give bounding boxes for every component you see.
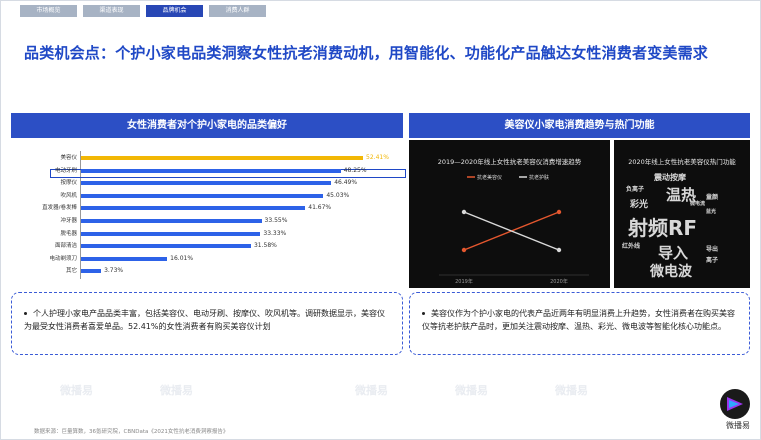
series-point [556,247,562,253]
cloud-word: 负离子 [626,186,645,193]
cloud-word: 微电流 [690,201,706,207]
line-chart-title: 2019—2020年线上女性抗老美容仪消费增速趋势 [437,158,582,166]
left-panel-title: 女性消费者对个护小家电的品类偏好 [11,113,403,138]
bar [81,206,306,211]
cloud-word: 导入 [658,244,689,262]
cloud-word: 童颜 [706,194,719,201]
data-label: 33.55% [264,217,288,224]
brand-logo-icon [720,389,750,419]
data-label: 16.01% [170,254,194,262]
category-label: 美容仪 [60,155,77,161]
cloud-word: 射频RF [628,216,698,240]
hot-features-cloud: 2020年线上女性抗老美容仪热门功能 震动按摩负离子 温热彩光 微电流 蓝光 童颜射频R… [614,140,750,288]
watermark: 微播易 [60,384,93,397]
series-point [556,209,562,215]
category-label: 直发器/卷发棒 [42,205,77,212]
right-note: 美容仪作为个护小家电的代表产品近两年有明显消费上升趋势，女性消费者在购买美容仪等… [409,292,750,355]
cloud-word: 震动按摩 [654,173,686,182]
data-label: 41.67% [308,204,332,212]
cloud-word: 红外线 [622,243,641,250]
left-note-text: 个人护理小家电产品品类丰富，包括美容仪、电动牙刷、按摩仪、吹风机等。调研数据显示… [24,309,385,331]
category-label: 吹风机 [60,192,77,199]
watermark: 微播易 [555,384,588,397]
category-label: 其它 [65,268,77,275]
data-label: 48.25% [343,166,367,174]
legend-label: 抗老美容仪 [477,174,502,181]
growth-trend-chart: 2019—2020年线上女性抗老美容仪消费增速趋势 抗老美容仪 抗老护肤 2019年… [409,140,610,288]
cloud-word: 蓝光 [706,209,717,215]
source-note: 数据来源：巨量算数，36氪研究院，CBNData《2021女性抗老消费洞察报告》 [34,429,229,435]
cloud-word: 导出 [706,246,719,253]
data-label: 52.41% [366,154,389,161]
brand-name: 微播易 [726,421,750,430]
bullet-dot [422,312,425,315]
bar [81,256,168,261]
cloud-word: 微电波 [650,264,692,280]
bar [81,193,324,198]
bar [81,168,341,173]
right-panel-title: 美容仪小家电消费趋势与热门功能 [409,113,750,138]
category-label: 冲牙器 [60,218,77,224]
page-title: 品类机会点：个护小家电品类洞察女性抗老消费动机，用智能化、功能化产品触达女性消费… [24,44,709,62]
category-label: 按摩仪 [60,180,77,187]
bar [81,269,102,274]
left-note: 个人护理小家电产品品类丰富，包括美容仪、电动牙刷、按摩仪、吹风机等。调研数据显示… [11,292,403,355]
right-note-text: 美容仪作为个护小家电的代表产品近两年有明显消费上升趋势，女性消费者在购买美容仪等… [422,309,735,331]
series-point [461,209,467,215]
watermark: 微播易 [160,384,193,397]
bar [81,219,262,223]
y-axis-line [80,151,81,279]
x-tick-label: 2019年 [455,278,473,285]
bar [81,231,261,236]
legend-label: 抗老护肤 [529,174,549,181]
category-label: 面部清洁 [54,243,77,250]
cloud-title: 2020年线上女性抗老美容仪热门功能 [628,158,736,166]
watermark: 微播易 [355,384,388,397]
category-label: 电动剃须刀 [49,255,77,262]
nav-tabs: 市场概览 渠道表现 品牌机会 消费人群 [20,5,266,17]
data-label: 3.73% [104,267,124,275]
series-line [463,211,560,251]
category-preference-chart: 美容仪 52.41% 电动牙刷 48.25% 按摩仪 46.49% 吹风机 45.03% 直发器… [11,143,406,286]
data-label: 45.03% [326,191,350,199]
tab-brand-opportunity[interactable]: 品牌机会 [146,5,203,17]
series-point [461,247,467,253]
tab-channel-performance[interactable]: 渠道表现 [83,5,140,17]
tab-consumer-groups[interactable]: 消费人群 [209,5,266,17]
cloud-word: 温热 [666,186,697,204]
x-tick-label: 2020年 [550,278,568,285]
watermark: 微播易 [455,384,488,397]
category-label: 电动牙刷 [54,167,77,174]
tab-market-overview[interactable]: 市场概览 [20,5,77,17]
cloud-word: 离子 [706,257,719,264]
data-label: 46.49% [334,179,358,187]
line-chart-svg: 抗老美容仪 抗老护肤 2019年 2020年 [439,174,589,285]
data-label: 33.33% [263,229,287,237]
data-label: 31.58% [253,242,277,250]
bar [81,156,364,160]
bar [81,244,251,249]
bar [81,181,332,186]
bullet-dot [24,312,27,315]
category-label: 脱毛器 [60,230,77,237]
cloud-word: 彩光 [630,200,649,210]
